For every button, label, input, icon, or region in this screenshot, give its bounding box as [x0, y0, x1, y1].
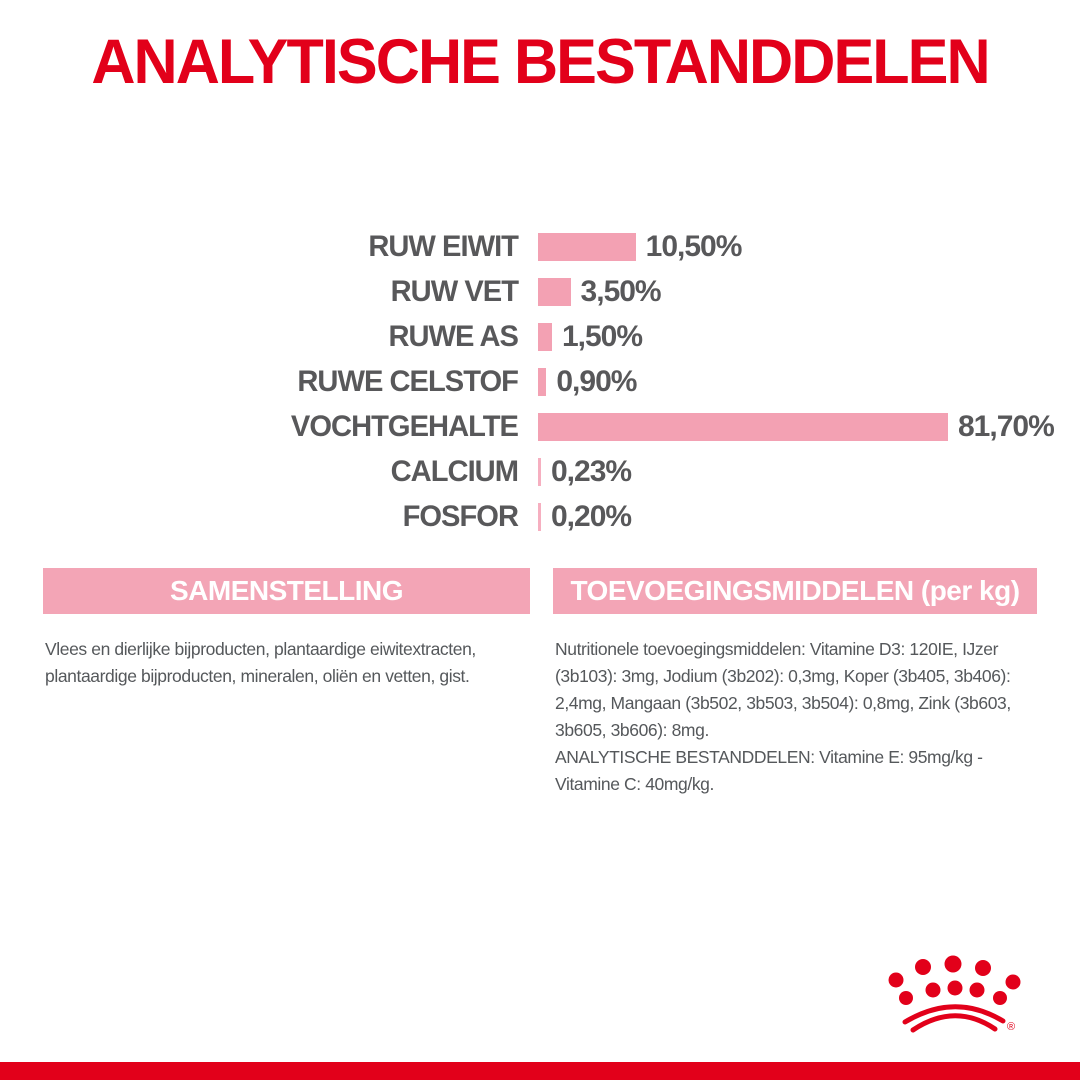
chart-bar — [538, 502, 541, 531]
chart-bar — [538, 457, 541, 486]
chart-row: RUW VET 3,50% — [0, 269, 1080, 314]
chart-value-label: 1,50% — [561, 319, 643, 353]
chart-bar — [538, 367, 547, 396]
chart-row: FOSFOR 0,20% — [0, 494, 1080, 539]
toevoegingsmiddelen-body-1: Nutritionele toevoegingsmiddelen: Vitami… — [555, 639, 1011, 740]
chart-value-label: 3,50% — [580, 274, 662, 308]
chart-category-label: VOCHTGEHALTE — [290, 409, 519, 443]
chart-value-label: 0,20% — [551, 499, 632, 533]
samenstelling-body: Vlees en dierlijke bijproducten, plantaa… — [45, 639, 476, 686]
chart-category-label: RUW EIWIT — [368, 229, 519, 263]
chart-bar — [538, 232, 636, 261]
toevoegingsmiddelen-body-2: ANALYTISCHE BESTANDDELEN: Vitamine E: 95… — [555, 747, 983, 794]
nutrition-chart: RUW EIWIT 10,50% RUW VET 3,50% RUWE AS 1,50% R… — [0, 224, 1080, 539]
chart-category-label: RUWE AS — [388, 319, 519, 353]
section-samenstelling: SAMENSTELLING Vlees en dierlijke bijprod… — [43, 568, 530, 690]
chart-row: VOCHTGEHALTE 81,70% — [0, 404, 1080, 449]
bottom-red-bar — [0, 1062, 1080, 1080]
page-title: ANALYTISCHE BESTANDDELEN — [91, 27, 990, 97]
chart-row: CALCIUM 0,23% — [0, 449, 1080, 494]
chart-category-label: RUW VET — [390, 274, 519, 308]
chart-row: RUW EIWIT 10,50% — [0, 224, 1080, 269]
royal-canin-crown-icon: ® — [888, 955, 1021, 1033]
chart-bar — [538, 412, 948, 441]
chart-bar — [538, 322, 552, 351]
chart-value-label: 10,50% — [645, 229, 743, 263]
registered-mark: ® — [1007, 1021, 1015, 1033]
chart-category-label: RUWE CELSTOF — [297, 364, 519, 398]
chart-bar — [538, 277, 571, 306]
chart-row: RUWE CELSTOF 0,90% — [0, 359, 1080, 404]
chart-category-label: FOSFOR — [402, 499, 519, 533]
chart-value-label: 0,23% — [551, 454, 632, 488]
chart-value-label: 0,90% — [556, 364, 637, 398]
section-toevoegingsmiddelen: TOEVOEGINGSMIDDELEN (per kg) Nutritionel… — [553, 568, 1037, 798]
toevoegingsmiddelen-header: TOEVOEGINGSMIDDELEN (per kg) — [553, 568, 1037, 614]
chart-row: RUWE AS 1,50% — [0, 314, 1080, 359]
chart-value-label: 81,70% — [958, 409, 1055, 443]
samenstelling-header: SAMENSTELLING — [43, 568, 530, 614]
chart-category-label: CALCIUM — [390, 454, 519, 488]
